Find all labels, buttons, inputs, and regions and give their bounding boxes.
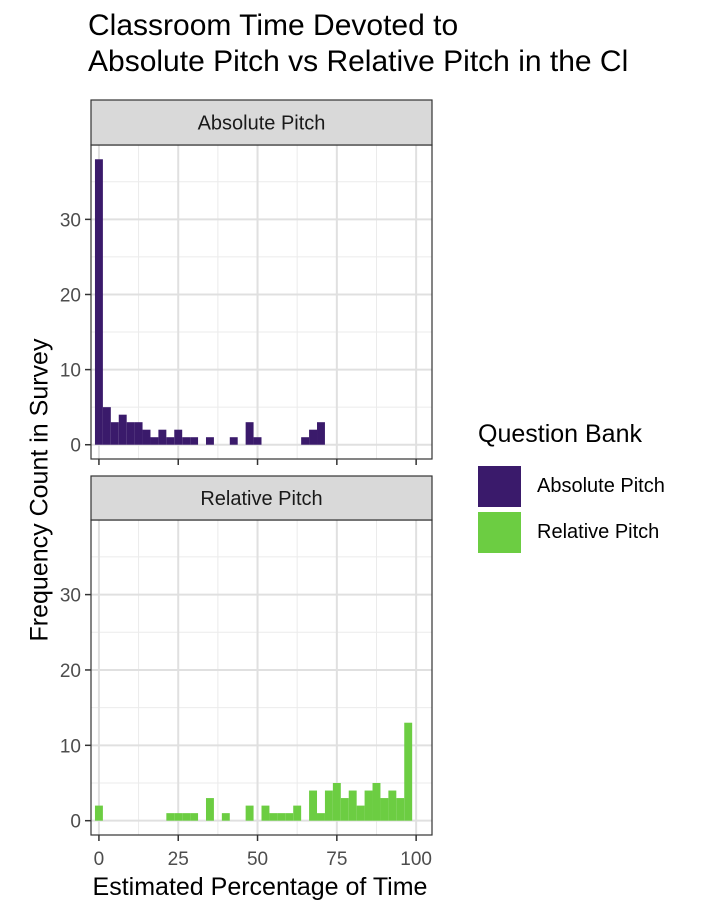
histogram-bar — [309, 429, 318, 445]
histogram-bar — [269, 813, 278, 821]
histogram-bar — [166, 813, 175, 821]
histogram-bar — [380, 798, 389, 821]
histogram-bar — [182, 437, 191, 445]
histogram-bar — [301, 437, 310, 445]
x-axis-label: Estimated Percentage of Time — [92, 873, 428, 901]
histogram-bar — [285, 813, 294, 821]
histogram-bar — [174, 429, 183, 445]
y-tick-label: 10 — [60, 361, 81, 382]
y-axis-label: Frequency Count in Survey — [25, 338, 54, 642]
x-tick-label: 50 — [247, 849, 268, 870]
histogram-bar — [205, 437, 214, 445]
legend-label-relative-pitch: Relative Pitch — [537, 520, 660, 543]
histogram-bar — [293, 805, 302, 821]
histogram-bar — [190, 813, 199, 821]
histogram-bar — [182, 813, 191, 821]
facet-strip — [90, 99, 433, 146]
histogram-bar — [158, 429, 167, 445]
x-tick-label: 25 — [168, 849, 189, 870]
histogram-bar — [309, 790, 318, 821]
histogram-bar — [126, 422, 135, 445]
y-tick-label: 10 — [60, 736, 81, 757]
histogram-bar — [142, 429, 151, 445]
histogram-bar — [404, 722, 413, 821]
facet-strip — [90, 475, 433, 521]
histogram-bar — [348, 790, 357, 821]
histogram-bar — [102, 407, 111, 445]
y-tick-label: 0 — [70, 436, 81, 457]
legend-item-absolute-pitch: Absolute Pitch — [478, 463, 665, 509]
histogram-bar — [396, 798, 405, 821]
histogram-bar — [190, 437, 199, 445]
histogram-bar — [324, 790, 333, 821]
facet-strip-label: Absolute Pitch — [198, 113, 326, 135]
histogram-bar — [245, 422, 254, 445]
legend-label-absolute-pitch: Absolute Pitch — [537, 474, 665, 497]
histogram-bar — [150, 437, 159, 445]
y-tick-label: 20 — [60, 285, 81, 306]
legend-swatch-relative-pitch — [478, 511, 521, 553]
histogram-bar — [364, 790, 373, 821]
histogram-bar — [229, 437, 238, 445]
chart-title-line-2: Absolute Pitch vs Relative Pitch in the … — [88, 45, 629, 78]
histogram-bar — [205, 798, 214, 821]
histogram-bar — [174, 813, 183, 821]
histogram-bar — [94, 805, 103, 821]
legend-title: Question Bank — [478, 420, 642, 448]
histogram-bar — [110, 422, 119, 445]
histogram-bar — [118, 414, 127, 445]
legend-swatch-absolute-pitch — [478, 465, 521, 507]
legend: Question Bank Absolute Pitch Relative Pi… — [478, 420, 665, 555]
histogram-bar — [221, 813, 230, 821]
histogram-bar — [253, 437, 262, 445]
panel-background — [91, 145, 432, 459]
histogram-bar — [134, 422, 143, 445]
histogram-bar — [277, 813, 286, 821]
histogram-bar — [245, 805, 254, 821]
y-tick-label: 30 — [60, 586, 81, 607]
histogram-bar — [261, 805, 270, 821]
histogram-bar — [340, 798, 349, 821]
x-tick-label: 0 — [94, 849, 105, 870]
histogram-bar — [332, 783, 341, 821]
histogram-bar — [388, 790, 397, 821]
histogram-bar — [317, 422, 325, 445]
chart-title-line-1: Classroom Time Devoted to — [88, 9, 459, 42]
histogram-bar — [317, 813, 325, 821]
chart-title: Classroom Time Devoted to Absolute Pitch… — [88, 8, 628, 80]
histogram-bar — [166, 437, 175, 445]
facet-strip-label: Relative Pitch — [200, 488, 322, 510]
legend-item-relative-pitch: Relative Pitch — [478, 509, 665, 555]
x-tick-label: 100 — [400, 849, 432, 870]
histogram-bar — [372, 783, 381, 821]
y-tick-label: 30 — [60, 210, 81, 231]
y-tick-label: 0 — [70, 812, 81, 833]
y-tick-label: 20 — [60, 661, 81, 682]
histogram-bar — [356, 805, 365, 821]
x-tick-label: 75 — [326, 849, 347, 870]
panel-background — [91, 520, 432, 835]
histogram-bar — [94, 159, 103, 445]
